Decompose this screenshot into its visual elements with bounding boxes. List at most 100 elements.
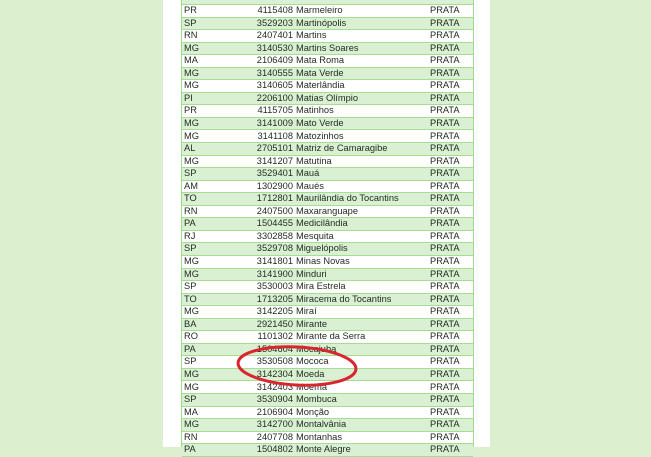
uf-cell: MG [184, 256, 199, 266]
table-row: RN 2407500 Maxaranguape PRATA [182, 205, 473, 219]
category-cell: PRATA [430, 293, 460, 304]
category-cell: PRATA [430, 381, 460, 392]
uf-cell: PA [184, 218, 196, 229]
city-cell: Matutina [296, 155, 332, 166]
category-cell: PRATA [430, 306, 460, 317]
uf-cell: SP [184, 281, 197, 292]
category-cell: PRATA [430, 17, 460, 28]
municipality-table: PA 1504422Marituba PRATA PR 4115408Marmeleir… [181, 0, 474, 457]
category-cell: PRATA [430, 205, 460, 216]
city-cell: Marmeleiro [296, 5, 343, 15]
city-cell: Mocajuba [296, 343, 337, 354]
uf-cell: AL [184, 143, 196, 154]
category-cell: PRATA [430, 92, 460, 103]
category-cell: PRATA [430, 130, 460, 141]
table-row: TO 1713205 Miracema do Tocantins PRATA [182, 293, 473, 307]
code-cell: 3141207 [256, 155, 293, 166]
table-row: PA 1504604 Mocajuba PRATA [182, 343, 473, 357]
table-row: RN 2407708 Montanhas PRATA [182, 431, 473, 445]
uf-cell: MG [184, 306, 199, 317]
uf-cell: AM [184, 180, 198, 191]
uf-cell: MG [184, 368, 199, 379]
category-cell: PRATA [430, 394, 460, 405]
city-cell: Montanhas [296, 431, 342, 442]
table-row: PR 4115408 Marmeleiro PRATA [182, 5, 473, 18]
uf-cell: SP [184, 394, 197, 405]
category-cell: PRATA [430, 55, 460, 66]
city-cell: Mira Estrela [296, 281, 346, 292]
uf-cell: MG [184, 381, 199, 392]
code-cell: 3142205 [256, 306, 293, 317]
uf-cell: MG [184, 419, 199, 430]
code-cell: 2407401 [256, 30, 293, 41]
code-cell: 2407500 [256, 205, 293, 216]
uf-cell: SP [184, 356, 197, 367]
code-cell: 3141108 [257, 130, 293, 141]
code-cell: 3140605 [256, 80, 293, 91]
city-cell: Monte Alegre [296, 444, 351, 455]
uf-cell: RN [184, 205, 198, 216]
category-cell: PRATA [430, 444, 460, 455]
code-cell: 3141801 [256, 256, 293, 266]
code-cell: 3529203 [256, 17, 293, 28]
category-cell: PRATA [430, 5, 460, 15]
uf-cell: RN [184, 431, 198, 442]
code-cell: 1504455 [256, 218, 293, 229]
uf-cell: PA [184, 444, 196, 455]
table-row: PI 2206100 Matias Olímpio PRATA [182, 92, 473, 106]
uf-cell: TO [184, 193, 197, 204]
city-cell: Marituba [296, 0, 332, 4]
table-row: RN 2407401 Martins PRATA [182, 30, 473, 43]
category-cell: PRATA [430, 117, 460, 128]
table-row: TO 1712801 Maurilândia do Tocantins PRATA [182, 193, 473, 206]
city-cell: Mococa [296, 356, 329, 367]
category-cell: PRATA [430, 256, 460, 266]
category-cell: PRATA [430, 368, 460, 379]
table-row: PR 4115705 Matinhos PRATA [182, 105, 473, 118]
uf-cell: MG [184, 42, 199, 53]
city-cell: Minas Novas [296, 256, 350, 266]
category-cell: PRATA [430, 193, 460, 204]
table-row: RO 1101302 Mirante da Serra PRATA [182, 331, 473, 344]
code-cell: 4115408 [257, 5, 293, 15]
city-cell: Miguelópolis [296, 243, 348, 254]
city-cell: Miraí [296, 306, 317, 317]
uf-cell: MG [184, 80, 199, 91]
table-row: SP 3529708 Miguelópolis PRATA [182, 243, 473, 256]
table-row: SP 3530003 Mira Estrela PRATA [182, 281, 473, 294]
code-cell: 3529708 [256, 243, 293, 254]
city-cell: Maués [296, 180, 324, 191]
category-cell: PRATA [430, 168, 460, 179]
city-cell: Martins [296, 30, 327, 41]
code-cell: 1101302 [257, 331, 293, 342]
code-cell: 1302900 [256, 180, 293, 191]
table-row: SP 3529203 Martinópolis PRATA [182, 17, 473, 31]
table-row: PA 1504422Marituba PRATA [182, 0, 473, 5]
uf-cell: PR [184, 5, 197, 15]
category-cell: PRATA [430, 268, 460, 279]
code-cell: 3140530 [256, 42, 293, 53]
table-row: SP 3530904 Mombuca PRATA [182, 394, 473, 407]
uf-cell: PA [184, 0, 196, 4]
city-cell: Matozinhos [296, 130, 344, 141]
code-cell: 3141009 [256, 117, 293, 128]
category-cell: PRATA [430, 406, 460, 417]
code-cell: 2921450 [256, 318, 293, 329]
code-cell: 2206100 [256, 92, 293, 103]
table-row: MG 3142205 Miraí PRATA [182, 306, 473, 319]
table-row: MG 3142700 Montalvânia PRATA [182, 419, 473, 432]
uf-cell: MA [184, 55, 198, 66]
uf-cell: TO [184, 293, 197, 304]
category-cell: PRATA [430, 155, 460, 166]
table-row: BA 2921450 Mirante PRATA [182, 318, 473, 332]
code-cell: 3141900 [256, 268, 293, 279]
uf-cell: SP [184, 168, 197, 179]
city-cell: Mesquita [296, 230, 334, 241]
uf-cell: RJ [184, 230, 196, 241]
code-cell: 4115705 [257, 105, 293, 116]
city-cell: Maurilândia do Tocantins [296, 193, 399, 204]
city-cell: Mirante [296, 318, 328, 329]
code-cell: 1504802 [256, 444, 293, 455]
code-cell: 1713205 [256, 293, 293, 304]
table-row: PA 1504455 Medicilândia PRATA [182, 218, 473, 231]
